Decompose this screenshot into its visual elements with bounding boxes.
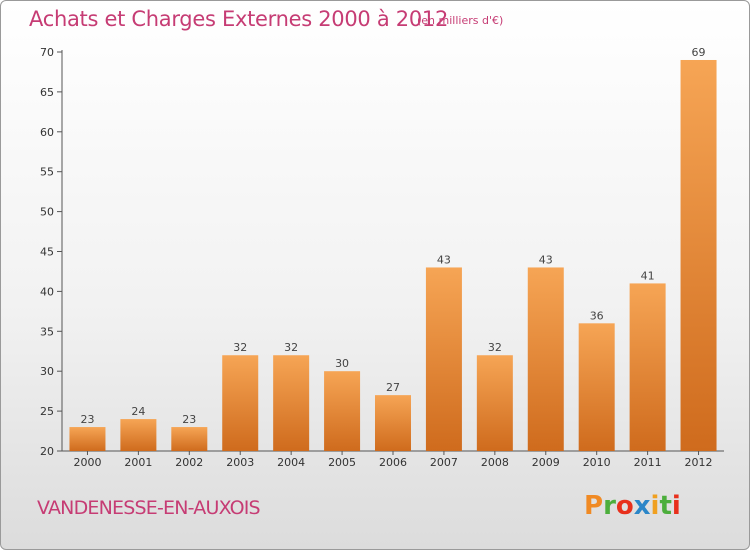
chart-bars xyxy=(69,59,717,451)
x-tick-label: 2008 xyxy=(481,456,509,469)
data-label: 43 xyxy=(437,253,451,266)
bar xyxy=(222,355,259,451)
data-label: 32 xyxy=(488,341,502,354)
x-tick-label: 2002 xyxy=(175,456,203,469)
data-label: 32 xyxy=(233,341,247,354)
bar xyxy=(273,355,310,451)
data-label: 24 xyxy=(131,405,145,418)
data-label: 69 xyxy=(692,46,706,59)
y-tick-label: 35 xyxy=(40,325,54,338)
bar xyxy=(324,371,361,451)
x-tick-label: 2009 xyxy=(532,456,560,469)
x-tick-label: 2010 xyxy=(583,456,611,469)
bar xyxy=(527,267,564,451)
bar xyxy=(171,427,208,451)
y-tick-label: 50 xyxy=(40,206,54,219)
y-tick-label: 70 xyxy=(40,46,54,59)
data-label: 23 xyxy=(182,413,196,426)
proxiti-logo: Proxiti xyxy=(584,491,681,521)
x-tick-label: 2004 xyxy=(277,456,305,469)
bar xyxy=(680,59,717,451)
x-tick-label: 2011 xyxy=(634,456,662,469)
logo-letter: r xyxy=(603,491,616,521)
data-label: 32 xyxy=(284,341,298,354)
logo-letter: i xyxy=(671,491,681,521)
chart-labels: 2000 23 2001 24 2002 23 2003 32 2004 32 2005 30 2006… xyxy=(73,46,712,469)
x-tick-label: 2007 xyxy=(430,456,458,469)
y-tick-label: 60 xyxy=(40,126,54,139)
x-tick-label: 2005 xyxy=(328,456,356,469)
y-tick-label: 40 xyxy=(40,285,54,298)
data-label: 43 xyxy=(539,253,553,266)
x-tick-label: 2001 xyxy=(124,456,152,469)
bar xyxy=(578,323,615,451)
bar xyxy=(120,419,157,451)
data-label: 23 xyxy=(80,413,94,426)
y-tick-label: 25 xyxy=(40,405,54,418)
logo-letter: i xyxy=(650,491,660,521)
bar xyxy=(476,355,513,451)
bar xyxy=(425,267,462,451)
x-tick-label: 2012 xyxy=(685,456,713,469)
chart-title: Achats et Charges Externes 2000 à 2012 xyxy=(29,7,449,31)
logo-letter: x xyxy=(633,491,651,521)
x-tick-label: 2006 xyxy=(379,456,407,469)
y-tick-label: 20 xyxy=(40,445,54,458)
data-label: 30 xyxy=(335,357,349,370)
y-tick-label: 65 xyxy=(40,86,54,99)
commune-name: VANDENESSE-EN-AUXOIS xyxy=(37,497,261,519)
chart-subtitle: (en milliers d'€) xyxy=(417,14,504,27)
y-tick-label: 45 xyxy=(40,246,54,259)
logo-letter: P xyxy=(584,491,604,521)
logo-letter: t xyxy=(659,491,672,521)
data-label: 41 xyxy=(641,269,655,282)
bar xyxy=(69,427,106,451)
x-tick-label: 2000 xyxy=(73,456,101,469)
y-tick-label: 55 xyxy=(40,166,54,179)
logo-letter: o xyxy=(615,491,634,521)
bar xyxy=(375,395,411,451)
y-tick-label: 30 xyxy=(40,365,54,378)
x-tick-label: 2003 xyxy=(226,456,254,469)
data-label: 27 xyxy=(386,381,400,394)
bar xyxy=(629,283,666,451)
data-label: 36 xyxy=(590,309,604,322)
